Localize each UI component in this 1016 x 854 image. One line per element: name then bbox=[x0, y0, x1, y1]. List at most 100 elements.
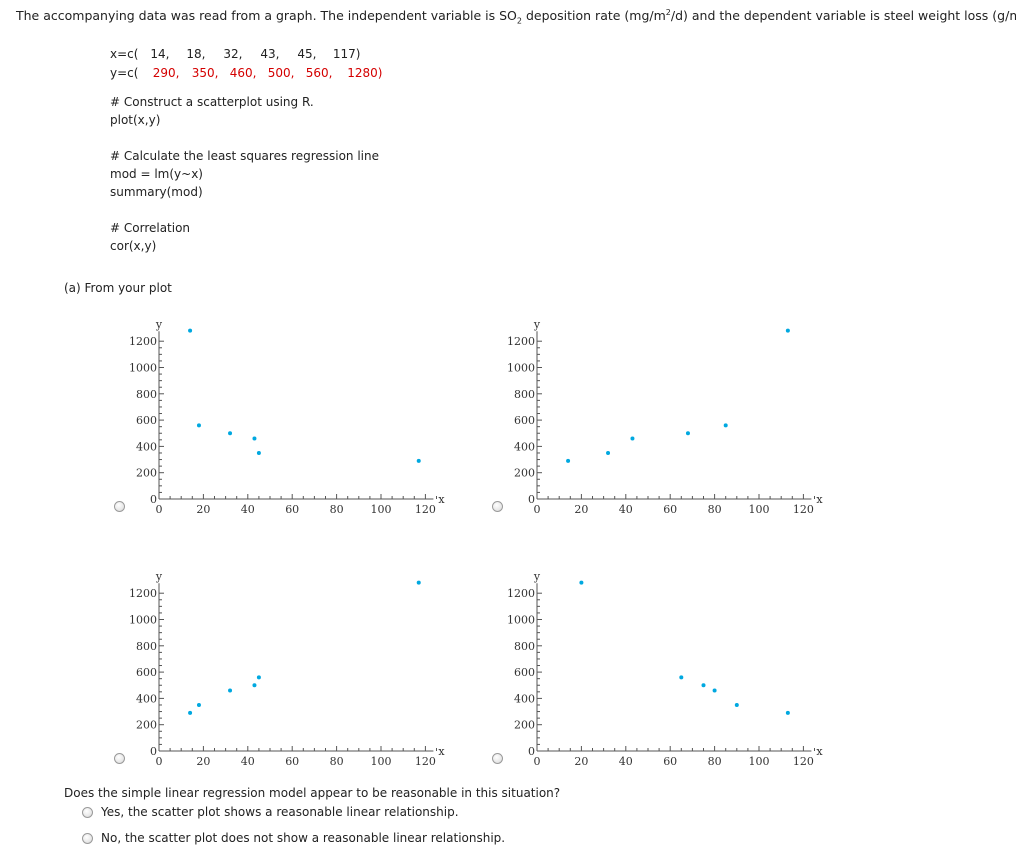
data-point bbox=[256, 675, 261, 680]
x-tick-label: 120 bbox=[415, 755, 436, 768]
x-axis-label: x bbox=[438, 493, 445, 506]
data-point bbox=[606, 450, 611, 455]
y-tick-label: 400 bbox=[514, 692, 535, 705]
data-point bbox=[416, 458, 421, 463]
y-tick-label: 600 bbox=[514, 414, 535, 427]
code-plot-command: plot(x,y) bbox=[110, 113, 161, 127]
data-point bbox=[685, 431, 690, 436]
data-point bbox=[188, 328, 193, 333]
x-tick-label: 60 bbox=[285, 503, 299, 516]
plot-d-radio[interactable] bbox=[492, 753, 503, 764]
y-tick-label: 400 bbox=[136, 440, 157, 453]
y-tick-label: 600 bbox=[514, 666, 535, 679]
plot-option-b: 0 20 40 60 80 100 120 0 200 400 600 800 1000 1200 x y bbox=[478, 296, 838, 516]
y-tick-label: 400 bbox=[514, 440, 535, 453]
y-axis-label: y bbox=[155, 318, 163, 331]
x-tick-label: 20 bbox=[574, 503, 588, 516]
data-point bbox=[188, 710, 193, 715]
data-point bbox=[712, 688, 717, 693]
y-tick-label: 0 bbox=[150, 745, 157, 758]
y-tick-label: 1200 bbox=[129, 587, 157, 600]
answer-yes-radio[interactable] bbox=[82, 807, 93, 818]
x-tick-label: 0 bbox=[156, 503, 163, 516]
x-tick-label: 80 bbox=[330, 755, 344, 768]
y-tick-label: 800 bbox=[514, 640, 535, 653]
x-tick-label: 60 bbox=[285, 755, 299, 768]
answer-yes[interactable]: Yes, the scatter plot shows a reasonable… bbox=[82, 805, 459, 821]
plot-c-radio[interactable] bbox=[114, 753, 125, 764]
data-point bbox=[228, 431, 233, 436]
data-point bbox=[630, 436, 635, 441]
x-tick-label: 100 bbox=[749, 503, 770, 516]
code-summary-command: summary(mod) bbox=[110, 185, 203, 199]
x-tick-label: 20 bbox=[196, 503, 210, 516]
data-point bbox=[785, 710, 790, 715]
y-tick-label: 1000 bbox=[129, 362, 157, 375]
x-axis-label: x bbox=[816, 493, 823, 506]
code-lm-command: mod = lm(y~x) bbox=[110, 167, 203, 181]
code-comment-lm: # Calculate the least squares regression… bbox=[110, 149, 380, 163]
data-point bbox=[252, 436, 257, 441]
code-comment-cor: # Correlation bbox=[110, 221, 191, 235]
y-tick-label: 1200 bbox=[507, 587, 535, 600]
question-text: Does the simple linear regression model … bbox=[64, 786, 561, 800]
x-tick-label: 80 bbox=[330, 503, 344, 516]
data-point bbox=[785, 328, 790, 333]
x-tick-label: 120 bbox=[415, 503, 436, 516]
y-tick-label: 200 bbox=[136, 719, 157, 732]
y-tick-label: 600 bbox=[136, 666, 157, 679]
y-tick-label: 0 bbox=[150, 493, 157, 506]
y-tick-label: 1200 bbox=[507, 335, 535, 348]
x-tick-label: 120 bbox=[793, 755, 814, 768]
y-tick-label: 0 bbox=[528, 493, 535, 506]
data-point bbox=[196, 423, 201, 428]
y-tick-label: 600 bbox=[136, 414, 157, 427]
x-tick-label: 20 bbox=[196, 755, 210, 768]
x-tick-label: 40 bbox=[619, 503, 633, 516]
data-point bbox=[734, 702, 739, 707]
y-tick-label: 200 bbox=[514, 719, 535, 732]
y-axis-label: y bbox=[155, 570, 163, 583]
x-tick-label: 0 bbox=[534, 755, 541, 768]
plot-a-radio[interactable] bbox=[114, 501, 125, 512]
x-tick-label: 120 bbox=[793, 503, 814, 516]
y-axis-label: y bbox=[533, 570, 541, 583]
y-axis-label: y bbox=[533, 318, 541, 331]
x-tick-label: 40 bbox=[619, 755, 633, 768]
plot-b-radio[interactable] bbox=[492, 501, 503, 512]
plot-option-a: 0 20 40 60 80 100 120 0 200 400 600 800 1000 1200 x y bbox=[100, 296, 460, 516]
code-comment-plot: # Construct a scatterplot using R. bbox=[110, 95, 314, 109]
data-point bbox=[196, 702, 201, 707]
section-label: (a) From your plot bbox=[64, 281, 172, 295]
code-x-line: x=c(14, 18, 32, 43, 45, 117) bbox=[110, 47, 361, 61]
y-tick-label: 0 bbox=[528, 745, 535, 758]
y-tick-label: 200 bbox=[514, 467, 535, 480]
y-tick-label: 800 bbox=[514, 388, 535, 401]
answer-no-radio[interactable] bbox=[82, 833, 93, 844]
data-point bbox=[579, 580, 584, 585]
y-tick-label: 1000 bbox=[507, 614, 535, 627]
x-tick-label: 100 bbox=[371, 503, 392, 516]
x-axis-label: x bbox=[438, 745, 445, 758]
data-point bbox=[256, 450, 261, 455]
y-tick-label: 400 bbox=[136, 692, 157, 705]
code-cor-command: cor(x,y) bbox=[110, 239, 157, 253]
y-tick-label: 1200 bbox=[129, 335, 157, 348]
intro-text: The accompanying data was read from a gr… bbox=[16, 8, 1016, 26]
x-tick-label: 100 bbox=[749, 755, 770, 768]
x-tick-label: 80 bbox=[708, 755, 722, 768]
y-tick-label: 200 bbox=[136, 467, 157, 480]
x-tick-label: 40 bbox=[241, 755, 255, 768]
data-point bbox=[252, 683, 257, 688]
answer-no[interactable]: No, the scatter plot does not show a rea… bbox=[82, 831, 505, 847]
data-point bbox=[723, 423, 728, 428]
y-tick-label: 800 bbox=[136, 640, 157, 653]
data-point bbox=[228, 688, 233, 693]
x-tick-label: 80 bbox=[708, 503, 722, 516]
x-tick-label: 0 bbox=[156, 755, 163, 768]
data-point bbox=[566, 458, 571, 463]
x-axis-label: x bbox=[816, 745, 823, 758]
